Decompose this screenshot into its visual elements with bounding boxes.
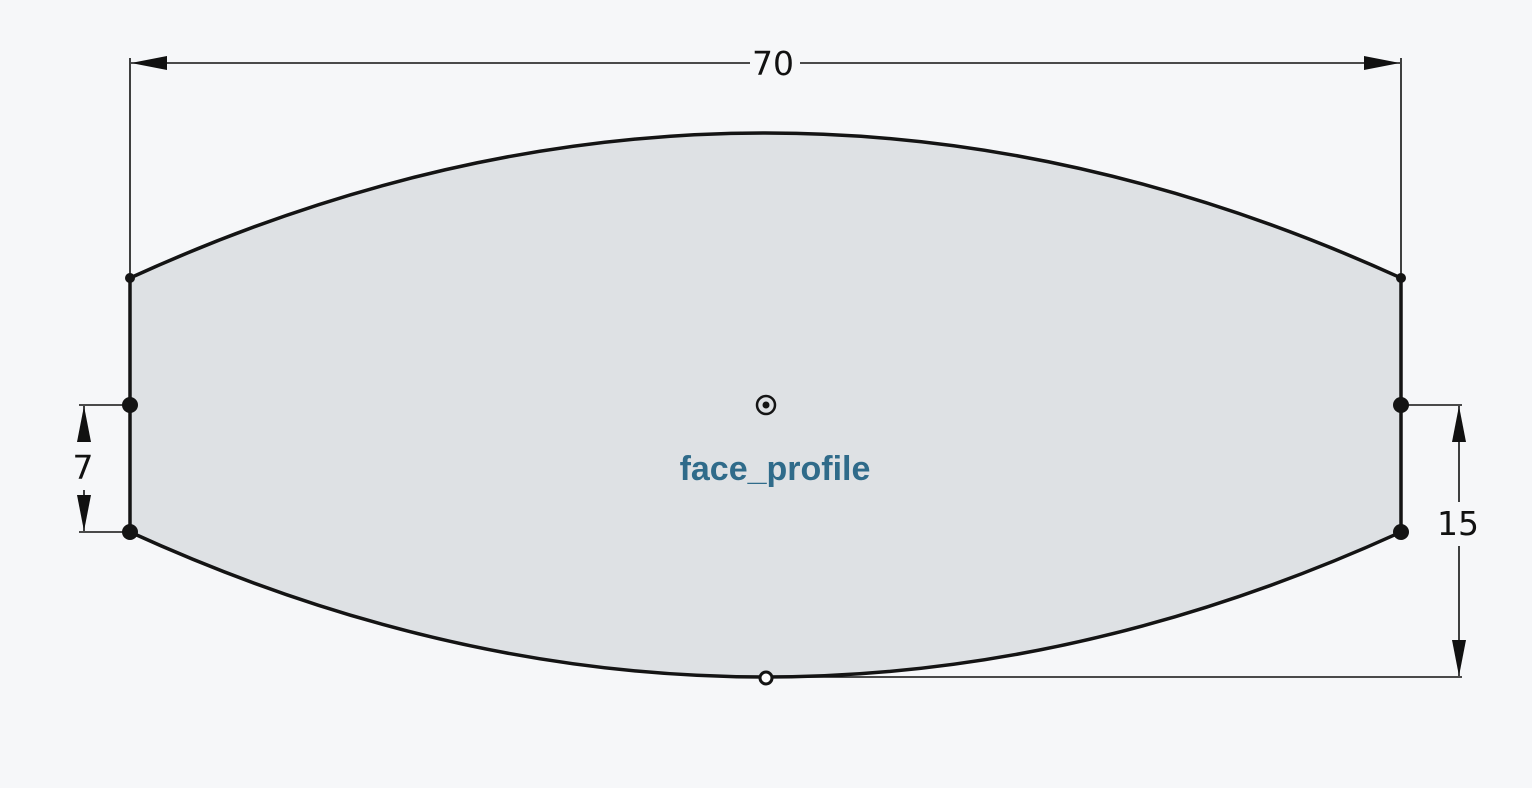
sketch-point-left-top[interactable] xyxy=(125,273,135,283)
dimension-right-height-value[interactable]: 15 xyxy=(1437,504,1479,543)
sketch-point-right-bottom[interactable] xyxy=(1393,524,1409,540)
face-profile-label[interactable]: face_profile xyxy=(680,450,871,488)
sketch-point-left-bottom[interactable] xyxy=(122,524,138,540)
dimension-right-height[interactable]: 15 xyxy=(1437,406,1479,676)
sketch-point-left-mid[interactable] xyxy=(122,397,138,413)
top-arc-edge[interactable] xyxy=(128,131,1403,280)
dimension-left-offset-value[interactable]: 7 xyxy=(73,448,94,487)
dimension-width[interactable]: 70 xyxy=(131,44,1400,83)
sketch-point-right-mid[interactable] xyxy=(1393,397,1409,413)
sketch-point-right-top[interactable] xyxy=(1396,273,1406,283)
dimension-left-offset[interactable]: 7 xyxy=(73,406,94,531)
centroid-icon xyxy=(755,394,777,416)
sketch-point-bottom-center[interactable] xyxy=(758,670,774,686)
dimension-width-value[interactable]: 70 xyxy=(752,44,794,83)
